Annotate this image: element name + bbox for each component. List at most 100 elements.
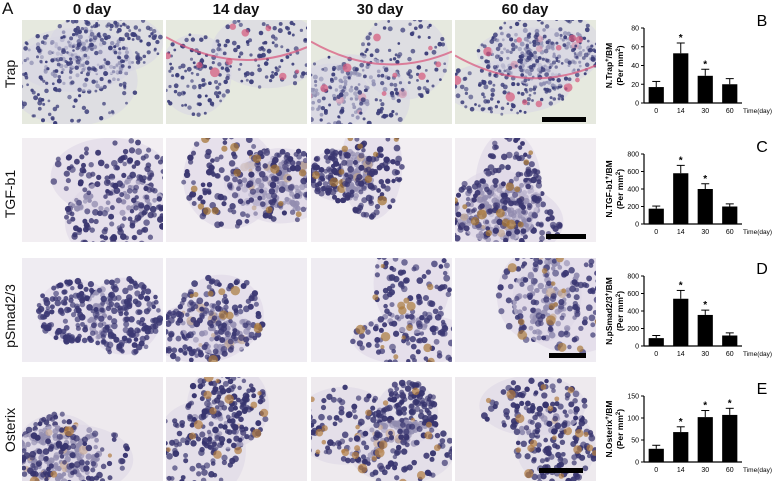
significance-star: *: [703, 174, 707, 185]
y-tick-label: 50: [631, 438, 639, 445]
x-tick-label: 14: [677, 351, 685, 358]
y-axis-label: N.TGF-b1+/BM(Per mm2): [604, 160, 625, 217]
column-header-60-day: 60 day: [501, 1, 549, 18]
panel-letter-c: C: [756, 139, 768, 156]
y-tick-label: 20: [631, 82, 639, 89]
y-tick-label: 600: [627, 169, 639, 176]
bar-chart-c: C N.TGF-b1+/BM(Per mm2) 0 200 400 600 800 0 * 14 *…: [604, 139, 772, 236]
y-axis-label-line2: (Per mm2): [615, 169, 625, 209]
micrograph-osterix-30-day: [311, 377, 452, 481]
x-tick-label: 0: [654, 108, 658, 115]
y-axis-label-line2: (Per mm2): [615, 291, 625, 331]
scale-bar-trap: [542, 117, 586, 122]
y-axis-label-line1: N.Trap+/BM: [604, 43, 614, 89]
bar: [648, 87, 664, 103]
y-tick-label: 80: [631, 26, 639, 33]
x-tick-label: 0: [654, 229, 658, 236]
bar-chart-b: B N.Trap+/BM(Per mm2) 0 20 40 60 80 0 * 14 * 30 60 Ti…: [604, 13, 772, 115]
scale-bar-tgf-b1: [546, 234, 586, 239]
significance-star: *: [728, 398, 732, 409]
bar: [673, 298, 689, 346]
significance-star: *: [679, 33, 683, 44]
y-tick-label: 200: [627, 326, 639, 333]
bar: [673, 173, 689, 224]
y-tick-label: 100: [627, 416, 639, 423]
y-tick-label: 0: [635, 101, 639, 108]
x-axis-label: Time(day): [743, 351, 772, 358]
y-axis-label-line1: N.Osterix+/BM: [604, 401, 614, 458]
significance-star: *: [703, 59, 707, 70]
micrograph-trap-14-day: [166, 20, 307, 124]
y-tick-label: 600: [627, 291, 639, 298]
column-header-30-day: 30 day: [356, 1, 404, 18]
micrograph-osterix-0-day: [22, 377, 163, 481]
panel-a-letter: A: [2, 0, 14, 18]
panel-letter-e: E: [757, 381, 768, 398]
bar: [673, 53, 689, 103]
x-tick-label: 14: [677, 108, 685, 115]
x-tick-label: 60: [726, 351, 734, 358]
y-tick-label: 800: [627, 152, 639, 159]
y-tick-label: 400: [627, 187, 639, 194]
x-tick-label: 60: [726, 229, 734, 236]
row-label-osterix: Osterix: [2, 407, 18, 453]
bar: [697, 417, 713, 462]
x-axis-label: Time(day): [743, 229, 772, 236]
x-tick-label: 30: [701, 351, 709, 358]
y-axis-label: N.Osterix+/BM(Per mm2): [604, 401, 625, 458]
micrograph-tgf-b1-0-day: [22, 138, 163, 242]
micrograph-trap-30-day: [311, 20, 452, 124]
panel-letter-b: B: [757, 13, 768, 30]
micrograph-tgf-b1-60-day: [455, 138, 596, 242]
bar: [673, 432, 689, 462]
x-axis-label: Time(day): [743, 467, 772, 474]
y-axis-label-line2: (Per mm2): [615, 409, 625, 449]
micrograph-trap-0-day: [22, 20, 163, 124]
bar: [722, 206, 738, 224]
bar: [697, 314, 713, 346]
micrograph-tgf-b1-30-day: [311, 138, 452, 242]
x-tick-label: 30: [701, 229, 709, 236]
significance-star: *: [679, 155, 683, 166]
significance-star: *: [703, 401, 707, 412]
x-tick-label: 0: [654, 351, 658, 358]
scale-bar-psmad23: [549, 353, 586, 358]
micrograph-tgf-b1-14-day: [166, 138, 307, 242]
y-tick-label: 0: [635, 344, 639, 351]
micrograph-psmad23-60-day: [455, 258, 596, 362]
x-tick-label: 0: [654, 467, 658, 474]
micrograph-psmad23-0-day: [22, 258, 163, 362]
row-label-psmad23: pSmad2/3: [2, 284, 18, 348]
significance-star: *: [679, 280, 683, 291]
significance-star: *: [679, 417, 683, 428]
panel-letter-d: D: [756, 261, 768, 278]
y-axis-label-line1: N.pSmad2/3+/BM: [604, 277, 614, 345]
bar-chart-e: E N.Osterix+/BM(Per mm2) 0 50 100 150 0 * 14 * 30 *…: [604, 381, 772, 474]
x-tick-label: 14: [677, 467, 685, 474]
micrograph-trap-60-day: [455, 20, 596, 124]
x-tick-label: 30: [701, 108, 709, 115]
micrograph-osterix-14-day: [166, 377, 307, 481]
y-axis-label: N.pSmad2/3+/BM(Per mm2): [604, 277, 625, 345]
x-tick-label: 60: [726, 108, 734, 115]
y-tick-label: 60: [631, 44, 639, 51]
scale-bar-osterix: [539, 468, 583, 473]
bar: [722, 84, 738, 103]
y-axis-label-line2: (Per mm2): [615, 45, 625, 85]
bar: [722, 414, 738, 462]
column-header-14-day: 14 day: [212, 1, 260, 18]
micrograph-psmad23-14-day: [166, 258, 307, 362]
y-tick-label: 200: [627, 204, 639, 211]
micrograph-psmad23-30-day: [311, 258, 452, 362]
x-axis-label: Time(day): [743, 108, 772, 115]
bar: [648, 338, 664, 346]
y-tick-label: 0: [635, 222, 639, 229]
bar: [697, 75, 713, 103]
y-tick-label: 40: [631, 63, 639, 70]
bar: [697, 189, 713, 224]
micrograph-osterix-60-day: [455, 377, 596, 481]
y-axis-label-line1: N.TGF-b1+/BM: [604, 160, 614, 217]
y-tick-label: 800: [627, 274, 639, 281]
x-tick-label: 14: [677, 229, 685, 236]
x-tick-label: 60: [726, 467, 734, 474]
